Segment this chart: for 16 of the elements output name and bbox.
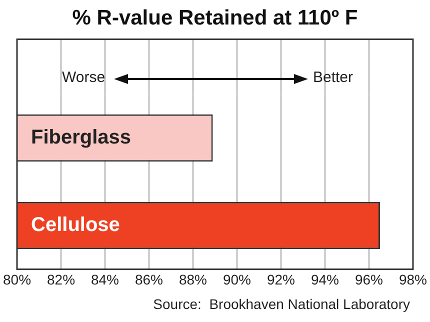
- text: Better: [313, 69, 354, 86]
- x-tick-label: 92%: [266, 271, 296, 288]
- y-tick-label: Cellulose: [31, 214, 120, 236]
- x-tick-label: 90%: [222, 271, 252, 288]
- x-tick-label: 88%: [178, 271, 208, 288]
- x-tick-label: 86%: [134, 271, 164, 288]
- x-tick-label: 82%: [46, 271, 76, 288]
- x-tick-label: 80%: [2, 271, 32, 288]
- x-tick-label: 98%: [398, 271, 428, 288]
- chart-title: % R-value Retained at 110º F: [72, 6, 358, 30]
- text: Worse: [62, 69, 106, 86]
- source-note: Source: Brookhaven National Laboratory: [153, 296, 410, 312]
- x-tick-label: 94%: [310, 271, 340, 288]
- y-tick-label: Fiberglass: [31, 126, 132, 148]
- x-tick-label: 96%: [354, 271, 384, 288]
- x-tick-label: 84%: [90, 271, 120, 288]
